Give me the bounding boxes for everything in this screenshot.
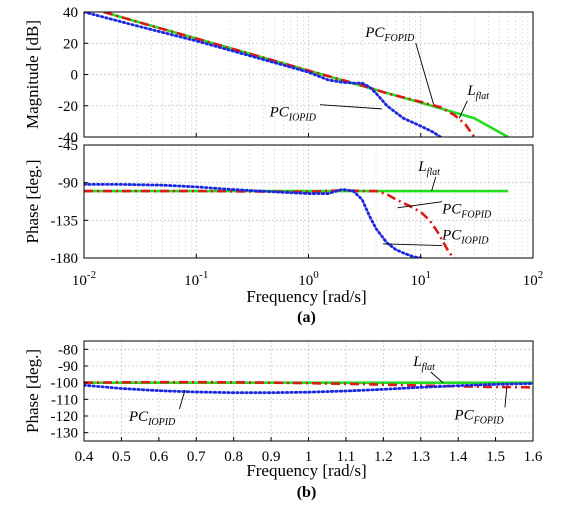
annotation-leader [382, 243, 443, 247]
y-tick-label: -20 [58, 99, 78, 115]
annotation-pc-fopid: PCFOPID [453, 407, 504, 426]
annotation-subscript: IOPID [460, 236, 489, 247]
annotation-l-flat: Lflat [466, 83, 489, 102]
series-fopid-line [84, 188, 456, 258]
x-tick-label: 0.7 [187, 449, 206, 465]
y-tick-label: 40 [63, 5, 78, 21]
y-tick-label: -130 [51, 426, 79, 442]
annotation-pc-fopid: PCFOPID [441, 202, 492, 221]
annotation-base: L [466, 83, 475, 99]
y-tick-label: -120 [51, 409, 79, 425]
x-tick-label: 0.4 [75, 449, 94, 465]
annotation-subscript: FOPID [460, 210, 492, 221]
annotation-subscript: IOPID [288, 113, 317, 124]
y-axis-label: Magnitude [dB] [23, 20, 42, 129]
annotation-subscript: FOPID [473, 415, 505, 426]
y-tick-label: -40 [58, 130, 78, 146]
annotation-leader [178, 390, 186, 410]
annotation-pc-iopid: PCIOPID [269, 105, 317, 124]
annotation-subscript: FOPID [383, 33, 415, 44]
annotation-l-flat: Lflat [412, 354, 435, 373]
x-tick-label: 1.2 [374, 449, 393, 465]
annotation-subscript: flat [427, 167, 441, 178]
series-iopid-line [84, 182, 423, 258]
x-tick-label: 1.3 [411, 449, 430, 465]
tick-exponent: 2 [538, 269, 544, 281]
panel-label: (b) [297, 484, 317, 501]
y-tick-label: -90 [58, 359, 78, 375]
annotation-l-flat: Lflat [417, 159, 440, 178]
tick-exponent: -1 [199, 269, 208, 281]
x-tick-label: 101 [411, 269, 432, 289]
annotation-pc-fopid: PCFOPID [364, 25, 415, 44]
x-tick-label: 0.9 [262, 449, 281, 465]
tick-base: 10 [411, 273, 426, 289]
annotation-leader [430, 371, 444, 384]
annotation-base: PC [364, 25, 385, 41]
x-tick-label: 1.1 [337, 449, 356, 465]
annotation-leader [431, 176, 437, 192]
x-tick-label: 0.5 [112, 449, 131, 465]
annotation-subscript: IOPID [147, 417, 176, 428]
x-tick-label: 0.6 [149, 449, 168, 465]
y-tick-label: -100 [51, 376, 79, 392]
x-tick-label: 100 [298, 269, 319, 289]
annotation-leader [415, 42, 434, 105]
y-tick-label: -90 [58, 176, 78, 192]
annotation-leader [320, 104, 382, 110]
tick-base: 10 [523, 273, 538, 289]
tick-exponent: 0 [313, 269, 319, 281]
annotation-base: PC [269, 105, 290, 121]
x-tick-label: 10-1 [184, 269, 208, 289]
y-tick-label: 0 [71, 68, 79, 84]
annotation-pc-iopid: PCIOPID [441, 228, 489, 247]
annotation-subscript: flat [422, 362, 436, 373]
series-iopid-line [84, 382, 533, 395]
tick-exponent: 1 [426, 269, 432, 281]
y-axis-label: Phase [deg.] [23, 159, 42, 243]
tick-base: 10 [298, 273, 313, 289]
tick-base: 10 [184, 273, 199, 289]
tick-exponent: -2 [87, 269, 96, 281]
x-tick-label: 102 [523, 269, 544, 289]
x-axis-label: Frequency [rad/s] [246, 461, 366, 480]
annotation-base: PC [441, 228, 462, 244]
annotation-base: PC [128, 409, 149, 425]
x-axis-label: Frequency [rad/s] [246, 287, 366, 306]
annotation-leader [397, 201, 443, 209]
annotation-base: L [412, 354, 421, 370]
series-iopid-line [84, 12, 442, 137]
x-tick-label: 1.6 [524, 449, 543, 465]
x-tick-label: 1.5 [486, 449, 505, 465]
annotation-base: PC [441, 202, 462, 218]
annotation-subscript: flat [476, 91, 490, 102]
y-axis-label: Phase [deg.] [23, 349, 42, 433]
x-tick-label: 1 [305, 449, 313, 465]
y-tick-label: -110 [51, 392, 78, 408]
x-tick-label: 0.8 [224, 449, 243, 465]
annotation-base: PC [453, 407, 474, 423]
y-tick-label: -80 [58, 342, 78, 358]
x-tick-label: 1.4 [449, 449, 468, 465]
series-fopid-line [103, 12, 476, 137]
y-tick-label: -135 [51, 213, 79, 229]
panel-label: (a) [297, 309, 316, 326]
annotation-base: L [417, 159, 426, 175]
annotation-pc-iopid: PCIOPID [128, 409, 176, 428]
x-tick-label: 10-2 [72, 269, 96, 289]
tick-base: 10 [72, 273, 87, 289]
y-tick-label: -180 [51, 251, 79, 267]
y-tick-label: 20 [63, 36, 78, 52]
chart-b_phase: -80-90-100-110-120-130 0.4 0.5 0.6 0.7 0.8 0.9… [23, 340, 543, 501]
y-tick-label: -45 [58, 138, 78, 154]
annotation-leader [458, 100, 468, 119]
annotation-leader [504, 386, 508, 408]
